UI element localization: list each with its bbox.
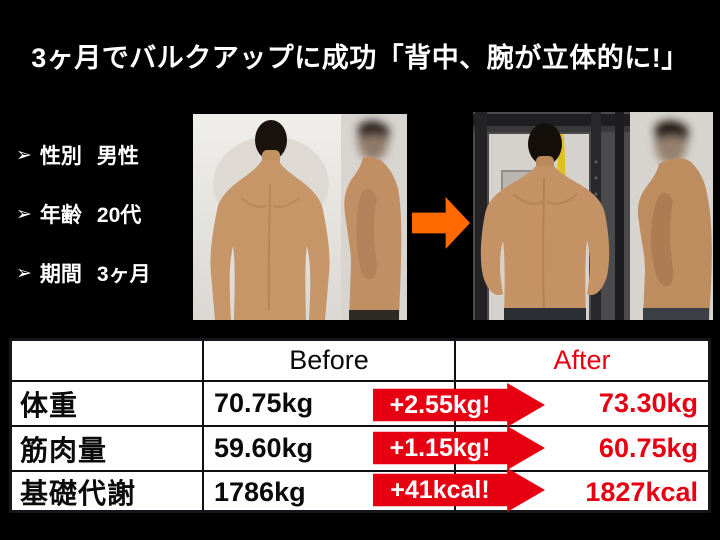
delta-badge-metabolism: +41kcal!: [373, 468, 545, 512]
row-label-weight: 体重: [12, 380, 202, 425]
delta-badge-weight: +2.55kg!: [373, 383, 545, 427]
profile-label: 年齢: [39, 204, 82, 227]
before-value-weight: 70.75kg: [202, 380, 454, 425]
profile-value: 男性: [96, 145, 139, 168]
profile-list: ➢ 性別 男性 ➢ 年齢 20代 ➢ 期間 3ヶ月: [16, 140, 191, 317]
after-photo: [473, 112, 713, 320]
header-after: After: [454, 341, 708, 380]
profile-item-age: ➢ 年齢 20代: [16, 199, 191, 229]
before-value-metabolism: 1786kg: [202, 470, 454, 512]
row-label-metabolism: 基礎代謝: [12, 470, 202, 512]
blurred-face: [358, 120, 389, 161]
header-item: [12, 341, 202, 380]
after-photo-back-view: [473, 112, 630, 320]
before-photo-side-view: [341, 114, 407, 320]
page-title: 3ヶ月でバルクアップに成功「背中、腕が立体的に!」: [31, 43, 689, 73]
after-value-weight: 73.30kg: [454, 380, 708, 425]
row-label-muscle: 筋肉量: [12, 425, 202, 470]
header-before: Before: [202, 341, 454, 380]
transform-arrow-icon: [412, 197, 470, 249]
profile-value: 3ヶ月: [96, 263, 151, 286]
after-photo-side-view: [630, 112, 713, 320]
profile-item-period: ➢ 期間 3ヶ月: [16, 258, 191, 288]
profile-value: 20代: [96, 204, 142, 227]
arrowhead-bullet-icon: ➢: [16, 262, 32, 284]
before-photo: [193, 114, 407, 320]
blurred-face: [655, 120, 688, 165]
after-value-metabolism: 1827kcal: [454, 470, 708, 512]
arrowhead-bullet-icon: ➢: [16, 203, 32, 225]
delta-badge-muscle: +1.15kg!: [373, 426, 545, 470]
before-photo-back-view: [193, 114, 341, 320]
profile-label: 性別: [39, 145, 82, 168]
arrowhead-bullet-icon: ➢: [16, 144, 32, 166]
profile-item-gender: ➢ 性別 男性: [16, 140, 191, 170]
results-table: Before After 体重 70.75kg 73.30kg 筋肉量 59.6…: [9, 338, 711, 513]
before-value-muscle: 59.60kg: [202, 425, 454, 470]
profile-label: 期間: [39, 263, 82, 286]
